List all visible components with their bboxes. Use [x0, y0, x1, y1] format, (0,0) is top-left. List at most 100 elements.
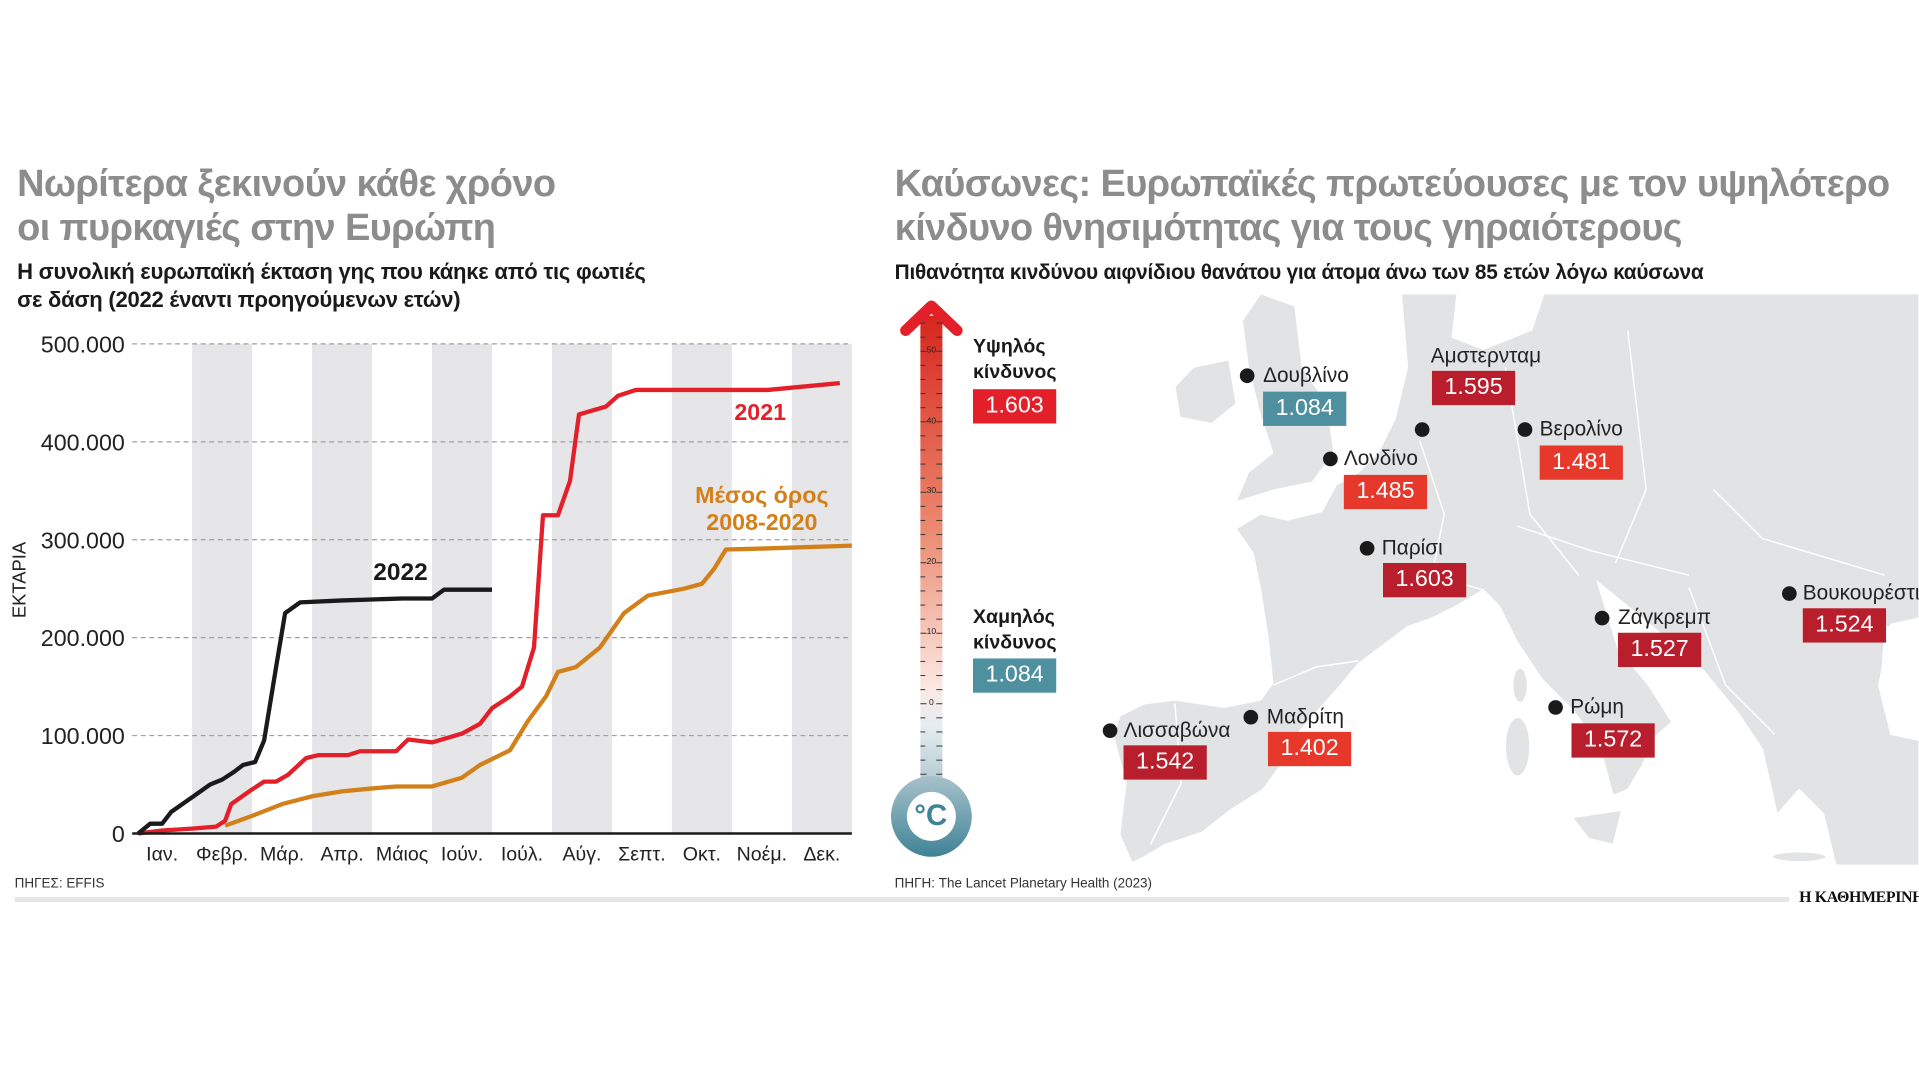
- city-risk-value: 1.084: [1263, 391, 1347, 426]
- legend-low-line-2: κίνδυνος: [973, 632, 1057, 654]
- legend-low-line-1: Χαμηλός: [973, 607, 1055, 628]
- left-subtitle: Η συνολική ευρωπαϊκή έκταση γης που κάηκ…: [17, 258, 646, 314]
- brand-logo: Η ΚΑΘΗΜΕΡΙΝΗ: [1799, 887, 1919, 906]
- map-sicily: [1571, 809, 1623, 846]
- city-risk-value: 1.595: [1431, 370, 1516, 406]
- left-title-line-1: Νωρίτερα ξεκινούν κάθε χρόνο: [17, 161, 556, 205]
- thermometer-tube: [920, 315, 943, 794]
- city-dot-icon: [1594, 610, 1610, 626]
- city-risk-value: 1.485: [1343, 474, 1428, 510]
- city-dot-icon: [1517, 422, 1533, 437]
- city-name: Δουβλίνο: [1263, 363, 1349, 387]
- thermometer-tick-label: 50: [926, 346, 937, 355]
- y-tick-label: 500.000: [41, 331, 125, 357]
- series-label-2021: 2021: [734, 400, 787, 426]
- arrow-up-icon: [900, 300, 963, 336]
- thermometer-tick-label: 20: [926, 557, 937, 567]
- city-risk-value: 1.524: [1802, 608, 1887, 643]
- thermometer-bulb-inner: [906, 791, 956, 841]
- map-continent: [1113, 293, 1919, 866]
- legend-high-line-2: κίνδυνος: [973, 362, 1057, 384]
- month-stripe: [192, 343, 253, 834]
- legend-low-risk-label: Χαμηλός κίνδυνος: [973, 605, 1057, 656]
- series-line-2022: [136, 587, 493, 836]
- city-risk-value: 1.572: [1571, 723, 1655, 758]
- footer-divider: [14, 897, 1790, 903]
- y-tick-label: 200.000: [41, 625, 125, 651]
- map-baltic-sea: [1451, 293, 1545, 351]
- celsius-unit: °C: [914, 799, 947, 833]
- city-risk-value: 1.402: [1267, 731, 1352, 767]
- city-risk-value: 1.527: [1617, 632, 1702, 668]
- month-stripe: [791, 343, 852, 834]
- right-title: Καύσωνες: Ευρωπαϊκές πρωτεύουσες με τον …: [894, 161, 1891, 250]
- series-line-2021: [137, 380, 841, 836]
- x-tick-label: Ιούλ.: [501, 843, 543, 865]
- city-dot-icon: [1102, 723, 1118, 739]
- city-risk-value: 1.542: [1123, 745, 1207, 780]
- city-name: Παρίσι: [1381, 536, 1443, 560]
- x-tick-label: Δεκ.: [803, 843, 840, 865]
- city-name: Αμστερνταμ: [1430, 343, 1542, 368]
- left-title-line-2: οι πυρκαγιές στην Ευρώπη: [17, 205, 496, 249]
- average-label-line-1: Μέσος όρος: [695, 483, 829, 510]
- city-dot-icon: [1243, 709, 1259, 725]
- right-title-line-1: Καύσωνες: Ευρωπαϊκές πρωτεύουσες με τον …: [894, 161, 1891, 205]
- x-tick-label: Οκτ.: [683, 843, 721, 865]
- y-tick-label: 400.000: [41, 429, 125, 455]
- city-dot-icon: [1548, 700, 1563, 715]
- map-sardinia: [1504, 716, 1531, 777]
- x-tick-label: Αύγ.: [562, 843, 601, 865]
- left-source: ΠΗΓΕΣ: EFFIS: [14, 876, 105, 891]
- city-dot-icon: [1781, 586, 1797, 601]
- celsius-unit-text: °C: [914, 799, 948, 833]
- y-tick-label: 300.000: [41, 527, 125, 553]
- average-label-line-2: 2008-2020: [706, 510, 818, 537]
- city-risk-value: 1.603: [1383, 562, 1467, 598]
- city-name: Μαδρίτη: [1266, 704, 1344, 729]
- city-dot-icon: [1414, 422, 1430, 437]
- legend-high-risk-label: Υψηλός κίνδυνος: [973, 334, 1057, 385]
- legend-high-risk-value: 1.603: [973, 389, 1057, 424]
- city-risk-value: 1.481: [1539, 445, 1623, 480]
- map-ireland: [1174, 359, 1237, 425]
- city-name: Βερολίνο: [1539, 417, 1623, 441]
- city-name: Ρώμη: [1570, 695, 1624, 719]
- city-name: Βουκουρέστι: [1802, 581, 1919, 605]
- thermometer-tick-label: 30: [926, 487, 937, 496]
- series-label-2022: 2022: [373, 559, 428, 587]
- city-dot-icon: [1239, 368, 1255, 384]
- thermometer-tick-label: 10: [926, 628, 937, 637]
- x-tick-label: Φεβρ.: [196, 843, 248, 865]
- thermometer-tick-label: 0: [928, 698, 934, 708]
- map-black-sea: [1879, 620, 1919, 740]
- legend-low-risk-value: 1.084: [973, 658, 1057, 693]
- city-name: Λισσαβώνα: [1123, 718, 1231, 742]
- fire-area-chart: 0 100.000 200.000 300.000 400.000 500.000 Ιαν.…: [41, 331, 852, 865]
- right-title-line-2: κίνδυνο θνησιμότητας για τους γηραιότερο…: [894, 205, 1683, 249]
- y-tick-label: 0: [112, 821, 125, 847]
- series-label-average: Μέσος όρος 2008-2020: [679, 483, 844, 537]
- x-tick-label: Μάρ.: [260, 843, 304, 865]
- map-corsica: [1512, 667, 1529, 704]
- city-dot-icon: [1323, 451, 1338, 467]
- city-dot-icon: [1359, 540, 1375, 556]
- series-line-average: [224, 543, 852, 828]
- x-tick-label: Νοέμ.: [737, 843, 787, 865]
- x-tick-label: Ιούν.: [441, 843, 483, 865]
- x-tick-label: Απρ.: [321, 843, 364, 865]
- month-stripe: [551, 343, 612, 834]
- right-source: ΠΗΓΗ: The Lancet Planetary Health (2023): [894, 876, 1153, 891]
- thermometer-tick-label: 40: [926, 416, 937, 426]
- city-name: Λονδίνο: [1343, 446, 1418, 470]
- x-tick-label: Ιαν.: [146, 843, 178, 865]
- left-subtitle-line-2: σε δάση (2022 έναντι προηγούμενων ετών): [17, 287, 461, 313]
- thermometer-ticks: [920, 322, 943, 775]
- city-name: Ζάγκρεμπ: [1617, 605, 1712, 630]
- y-tick-label: 100.000: [41, 723, 125, 749]
- x-tick-label: Μάιος: [376, 843, 428, 865]
- x-tick-label: Σεπτ.: [618, 843, 666, 865]
- legend-high-line-1: Υψηλός: [973, 336, 1046, 358]
